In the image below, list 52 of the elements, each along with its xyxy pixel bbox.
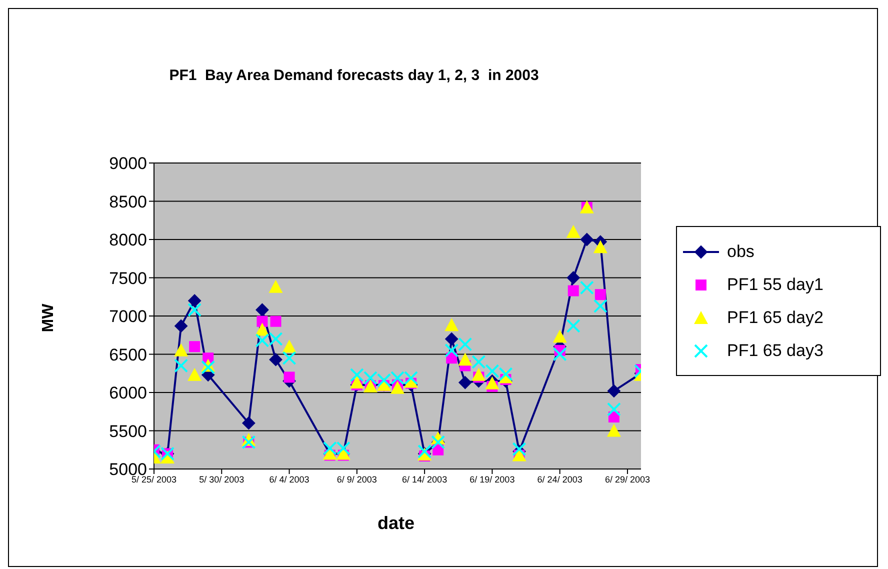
- point: [188, 294, 202, 308]
- point: [174, 343, 188, 356]
- y-tick-label: 7500: [109, 268, 147, 288]
- y-tick-label: 9000: [109, 154, 147, 174]
- x-tick-label: 5/ 25/ 2003: [131, 474, 177, 484]
- y-tick-label: 5500: [109, 422, 147, 441]
- point: [444, 318, 459, 332]
- x-tick-label: 5/ 30/ 2003: [199, 474, 244, 484]
- point: [607, 384, 620, 398]
- point: [566, 271, 580, 284]
- point: [282, 340, 296, 353]
- point: [458, 352, 472, 366]
- x-tick-label: 6/ 24/ 2003: [537, 474, 582, 484]
- point: [552, 330, 567, 343]
- x-tick-label: 6/ 14/ 2003: [402, 474, 448, 484]
- point: [445, 332, 458, 346]
- point: [284, 372, 295, 383]
- point: [593, 240, 608, 254]
- point: [472, 368, 486, 381]
- point: [269, 353, 282, 366]
- point: [174, 319, 188, 332]
- x-axis-title: date: [376, 513, 416, 534]
- x-tick-label: 6/ 9/ 2003: [336, 474, 377, 484]
- point: [566, 224, 580, 238]
- point: [189, 341, 200, 352]
- x-tick-label: 6/ 19/ 2003: [470, 474, 515, 484]
- point: [268, 280, 283, 293]
- x-tick-label: 6/ 4/ 2003: [269, 474, 310, 484]
- point: [256, 303, 269, 316]
- y-tick-label: 8000: [109, 230, 147, 250]
- legend-label: PF1 65 day3: [727, 340, 824, 360]
- legend-label: PF1 55 day1: [727, 274, 824, 294]
- point: [390, 380, 404, 394]
- point: [188, 368, 202, 381]
- y-axis-title: MW: [40, 302, 58, 334]
- point: [594, 289, 606, 300]
- y-tick-label: 7000: [109, 307, 147, 326]
- legend-label: PF1 65 day2: [727, 308, 824, 328]
- point: [350, 376, 364, 389]
- point: [270, 316, 282, 327]
- y-tick-label: 6500: [109, 345, 147, 364]
- x-tick-label: 6/ 29/ 2003: [604, 474, 650, 484]
- point: [256, 316, 268, 327]
- point: [580, 233, 594, 246]
- legend-label: obs: [727, 242, 754, 262]
- chart-title: PF1 Bay Area Demand forecasts day 1, 2, 3 in 2003: [168, 67, 540, 84]
- point: [458, 376, 472, 390]
- point: [242, 416, 256, 430]
- point: [606, 424, 621, 437]
- y-tick-label: 8500: [109, 192, 147, 212]
- point: [568, 285, 579, 296]
- y-tick-label: 6000: [109, 384, 147, 403]
